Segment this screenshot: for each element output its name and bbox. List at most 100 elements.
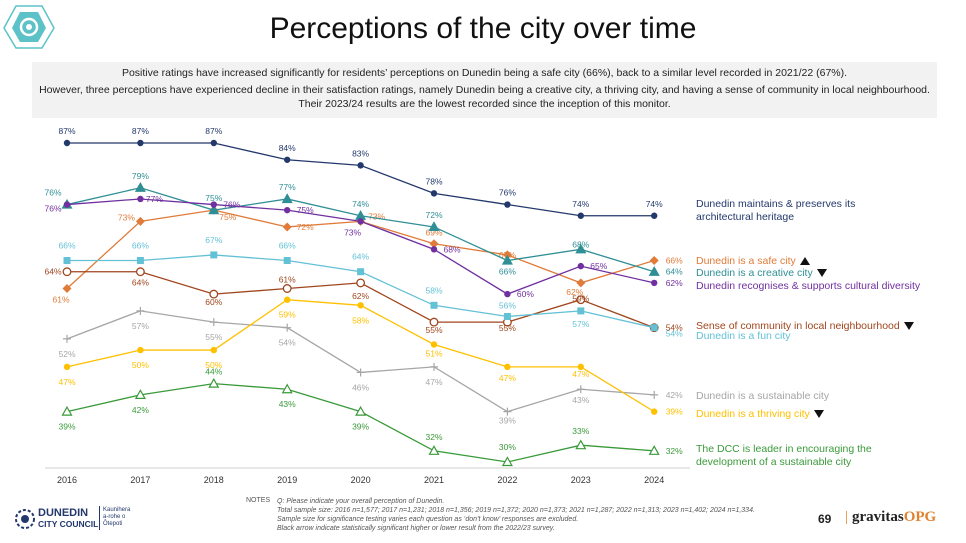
arrow-down-icon (903, 322, 914, 331)
legend-label: Dunedin is a creative city (696, 267, 813, 279)
data-point (135, 267, 145, 277)
data-point (650, 390, 659, 399)
notes-arrow: Black arrow indicate statistically signi… (277, 525, 555, 532)
data-label: 32% (666, 446, 683, 456)
data-point (650, 324, 658, 332)
data-point (430, 190, 438, 197)
summary-box: Positive ratings have increased signific… (32, 62, 937, 118)
data-point (208, 377, 220, 388)
data-label: 62% (566, 287, 583, 297)
data-point (651, 212, 658, 219)
data-label: 60% (517, 289, 534, 299)
arrow-up-icon (799, 257, 810, 266)
data-label: 42% (132, 405, 149, 415)
data-label: 69% (425, 228, 442, 238)
data-label: 30% (499, 442, 516, 452)
legend-label: Sense of community in local neighbourhoo… (696, 320, 900, 332)
data-point (210, 139, 217, 147)
data-label: 68% (443, 244, 460, 254)
data-point (284, 296, 291, 303)
data-label: 61% (279, 275, 296, 285)
data-label: 67% (499, 250, 516, 260)
data-label: 43% (572, 395, 589, 405)
data-label: 47% (572, 369, 589, 379)
data-label: 77% (279, 182, 296, 192)
series-group: 76%77%76%75%73%68%60%65%62% (44, 194, 683, 299)
data-point (63, 257, 71, 265)
data-point (134, 389, 146, 399)
data-point (501, 254, 513, 265)
data-label: 64% (44, 267, 61, 277)
maori-name: Kaunihera a-rohe o Ōtepoti (103, 507, 130, 528)
legend-item: The DCC is leader in encouraging the dev… (696, 443, 886, 469)
data-point (284, 156, 291, 163)
data-point (357, 268, 365, 276)
legend-label: Dunedin is a thriving city (696, 408, 810, 420)
maori-line-3: Ōtepoti (103, 521, 123, 527)
data-label: 68% (572, 239, 589, 249)
data-label: 61% (52, 295, 69, 305)
data-point (428, 221, 440, 232)
data-point (209, 318, 218, 327)
summary-line-1: Positive ratings have increased signific… (121, 67, 848, 79)
org-name-2: CITY COUNCIL (38, 519, 99, 529)
data-label: 39% (666, 407, 683, 417)
data-label: 75% (205, 193, 222, 203)
data-point (210, 201, 217, 208)
data-label: 76% (223, 200, 240, 210)
x-tick-label: 2023 (571, 475, 591, 485)
data-label: 33% (572, 426, 589, 436)
data-label: 50% (132, 360, 149, 370)
data-point (137, 195, 144, 203)
data-label: 47% (499, 373, 516, 383)
notes-significance: Sample size for significance testing var… (277, 516, 579, 523)
legend-item: Dunedin is a sustainable city (696, 390, 829, 403)
x-tick-label: 2024 (644, 475, 664, 485)
data-label: 57% (132, 321, 149, 331)
notes: Q: Please indicate your overall percepti… (277, 497, 755, 533)
data-point (136, 306, 145, 315)
maori-line-1: Kaunihera (103, 507, 131, 513)
series-group: 39% 42% 44% 43% 39% 32% 30% 33% 32% (58, 367, 683, 467)
data-label: 73% (118, 212, 135, 222)
data-point (577, 307, 585, 315)
data-point (208, 204, 220, 215)
data-label: 75% (219, 212, 236, 222)
data-label: 66% (279, 241, 296, 251)
data-point (63, 363, 71, 371)
data-point (649, 256, 659, 266)
brand-suffix: OPG (903, 509, 937, 525)
data-label: 55% (205, 332, 222, 342)
legend-item: Dunedin is a safe city (696, 255, 810, 268)
data-point (576, 278, 586, 288)
data-point (651, 279, 658, 287)
data-point (284, 206, 291, 214)
data-label: 57% (572, 319, 589, 329)
data-point (137, 346, 144, 354)
data-label: 56% (499, 300, 516, 310)
data-label: 74% (646, 199, 663, 209)
data-point (281, 193, 293, 204)
series-group: 47% 50% 50% 59% 58% 51% 47% 47% 39% (58, 296, 683, 417)
data-point (62, 284, 72, 294)
page-number: 69 (818, 512, 832, 526)
x-tick-label: 2022 (497, 475, 517, 485)
data-label: 39% (352, 422, 369, 432)
data-label: 47% (425, 377, 442, 387)
data-label: 76% (499, 188, 516, 198)
arrow-down-icon (813, 410, 824, 419)
data-point (62, 267, 72, 277)
data-label: 72% (425, 210, 442, 220)
data-label: 75% (297, 205, 314, 215)
series-group: 52% 57% 55% 54% 46% 47% 39% 43% 42% (58, 306, 683, 426)
notes-question: Q: Please indicate your overall percepti… (277, 498, 445, 505)
data-point (210, 346, 217, 354)
arrow-down-icon (816, 269, 827, 278)
data-point (576, 295, 586, 305)
data-label: 87% (132, 126, 149, 136)
data-point (281, 383, 293, 394)
data-label: 87% (205, 126, 222, 136)
data-point (61, 405, 73, 416)
data-point (577, 262, 584, 270)
x-tick-label: 2021 (424, 475, 444, 485)
